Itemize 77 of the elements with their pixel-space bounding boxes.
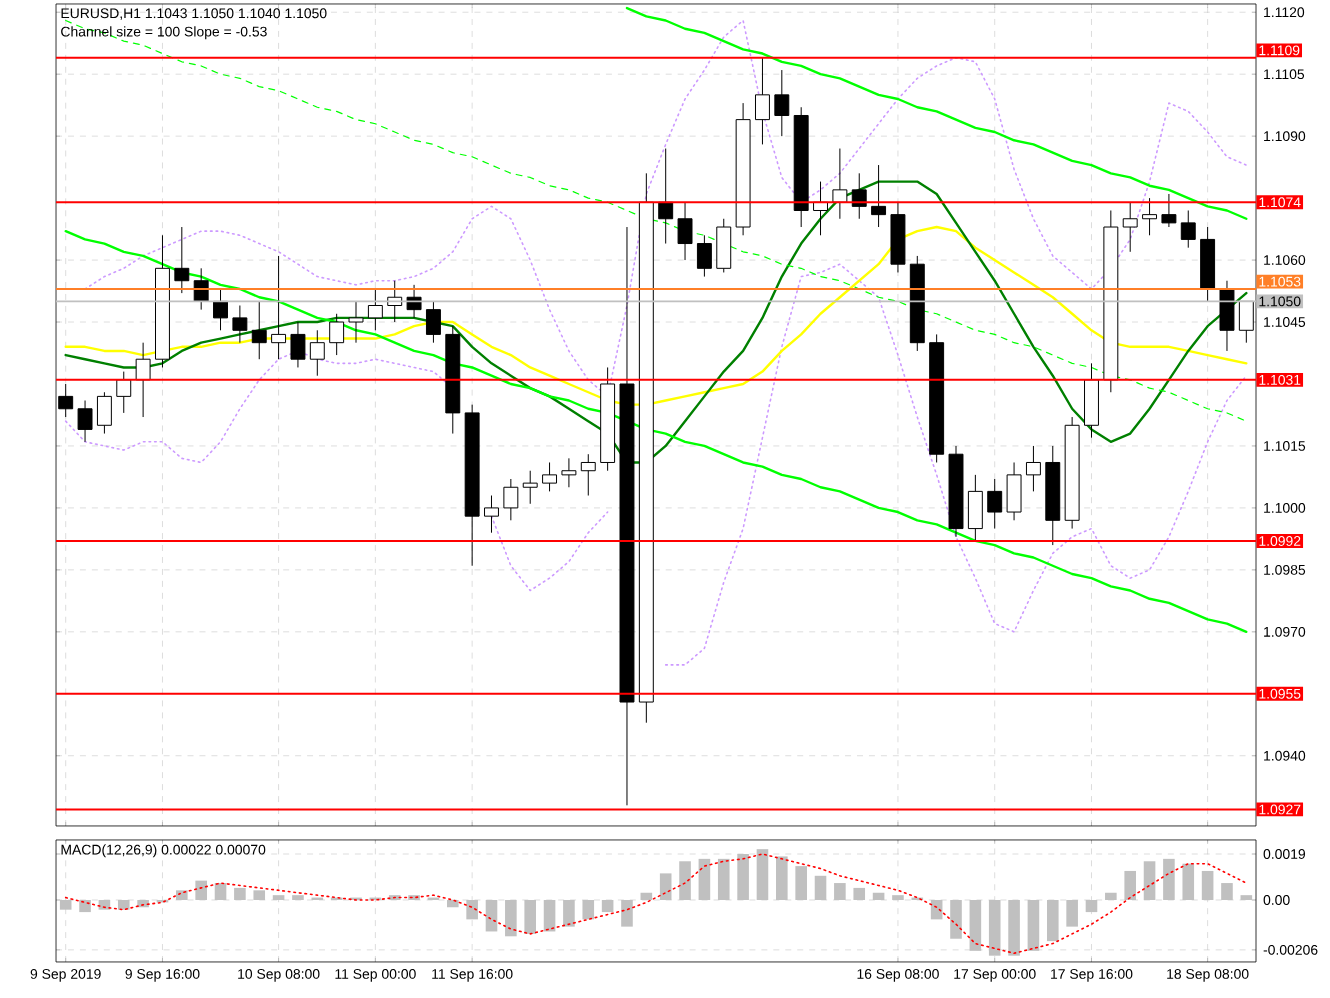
bar [1163, 858, 1175, 900]
bar [601, 900, 614, 913]
candlestick [309, 329, 325, 377]
candlestick [754, 57, 770, 145]
candlestick [658, 148, 674, 245]
bar [1124, 870, 1136, 900]
candlestick [561, 457, 577, 488]
candlestick [1122, 201, 1138, 253]
candlestick [367, 288, 383, 331]
candlestick [696, 234, 712, 278]
bar [853, 887, 866, 900]
candlestick [1084, 362, 1099, 439]
bar [485, 900, 498, 932]
candlestick [1161, 193, 1177, 228]
bar [679, 861, 691, 900]
bar [1085, 900, 1098, 913]
candlestick [251, 300, 267, 360]
candlestick [677, 201, 693, 261]
bar [834, 883, 846, 900]
bar [1182, 863, 1195, 900]
candlestick [1219, 280, 1235, 352]
candlestick [174, 226, 190, 294]
bar [195, 880, 207, 900]
bar [872, 892, 885, 900]
candlestick [522, 470, 538, 505]
bar [466, 900, 478, 920]
bar [563, 900, 575, 927]
line-series [64, 229, 1248, 634]
bar [640, 892, 653, 900]
candlestick [1025, 445, 1041, 492]
bar [234, 887, 246, 900]
bar [1066, 900, 1078, 927]
bar [214, 883, 227, 900]
candlestick [987, 478, 1003, 530]
candlestick [116, 371, 132, 414]
candlestick [271, 255, 287, 360]
bar [582, 900, 595, 920]
bar [524, 900, 537, 934]
candlestick [77, 400, 93, 443]
candlestick [232, 305, 248, 344]
bar [1046, 900, 1059, 942]
bar [698, 858, 711, 900]
candlestick [774, 69, 790, 137]
candlestick [542, 461, 558, 492]
bar [176, 890, 188, 900]
bar [1221, 883, 1233, 900]
bar [505, 900, 517, 937]
candlestick [871, 164, 887, 228]
candlestick [832, 148, 848, 220]
candlestick [425, 300, 441, 344]
bar [950, 900, 962, 939]
candlestick [1142, 197, 1158, 236]
bar [717, 858, 730, 900]
bar [1143, 861, 1156, 900]
bar [446, 900, 459, 908]
bar [79, 900, 91, 913]
candlestick [1006, 461, 1022, 521]
candlestick [96, 391, 112, 435]
candlestick [348, 300, 364, 344]
candlestick [503, 478, 519, 521]
candlestick [967, 474, 983, 542]
bar [117, 900, 130, 910]
candlestick [135, 342, 151, 418]
line-series [625, 6, 1248, 220]
candlestick [213, 288, 228, 331]
bar [1105, 892, 1117, 900]
candlestick [290, 321, 306, 368]
bar [795, 866, 807, 900]
bar [621, 900, 633, 927]
bar [543, 900, 556, 932]
candlestick [329, 313, 345, 356]
bar [814, 875, 827, 900]
bar [659, 873, 672, 900]
candlestick [580, 453, 596, 497]
candlestick [716, 218, 732, 273]
bar [253, 890, 266, 900]
candlestick [1180, 210, 1196, 249]
